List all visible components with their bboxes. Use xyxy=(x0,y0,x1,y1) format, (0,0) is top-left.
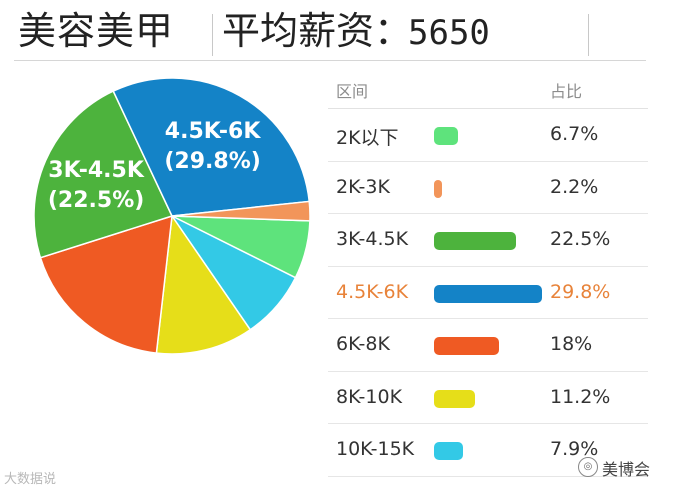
table-row: 8K-10K 11.2% xyxy=(328,372,648,424)
row-percent: 22.5% xyxy=(550,228,611,250)
table-row: 2K-3K 2.2% xyxy=(328,162,648,214)
table-row: 4.5K-6K 29.8% xyxy=(328,267,648,319)
industry-title: 美容美甲 xyxy=(18,9,175,53)
row-bar xyxy=(434,179,442,198)
distribution-table: 区间 占比 2K以下 6.7% 2K-3K 2.2% 3K-4.5K 22.5% 4.5K-… xyxy=(328,68,648,477)
row-interval: 4.5K-6K xyxy=(336,280,409,303)
average-salary-value: 5650 xyxy=(408,13,490,53)
row-interval: 10K-15K xyxy=(336,438,415,460)
slice-label-3K-4.5K-percent: (22.5%) xyxy=(48,188,144,213)
row-interval: 2K以下 xyxy=(336,127,399,149)
row-bar xyxy=(434,389,475,408)
watermark-right-text: 美博会 xyxy=(602,460,651,479)
row-bar xyxy=(434,232,516,250)
row-percent: 7.9% xyxy=(550,438,599,460)
header-divider xyxy=(212,14,213,56)
watermark-left: 大数据说 xyxy=(4,472,57,487)
row-bar xyxy=(434,337,500,355)
pie-slice-2K-3K xyxy=(171,200,311,222)
header-divider-right xyxy=(588,14,589,56)
row-percent: 2.2% xyxy=(550,175,599,198)
row-percent: 6.7% xyxy=(550,123,599,145)
slice-label-4.5K-6K-name: 4.5K-6K xyxy=(165,119,262,144)
row-percent: 29.8% xyxy=(550,280,611,303)
pie-chart: 4.5K-6K (29.8%) 3K-4.5K (22.5%) xyxy=(33,77,311,355)
table-header: 区间 占比 xyxy=(328,68,648,109)
row-bar xyxy=(434,127,459,145)
row-interval: 2K-3K xyxy=(336,175,390,198)
row-bar xyxy=(434,284,542,303)
row-interval: 8K-10K xyxy=(336,385,403,408)
column-header-share: 占比 xyxy=(550,82,583,101)
row-percent: 18% xyxy=(550,333,593,355)
row-interval: 3K-4.5K xyxy=(336,228,409,250)
pie-slice-4.5K-6K xyxy=(112,77,311,217)
pie-slice-3K-4.5K xyxy=(33,90,174,259)
row-bar xyxy=(434,442,463,460)
average-salary-label: 平均薪资： xyxy=(222,9,413,53)
row-interval: 6K-8K xyxy=(336,333,390,355)
wechat-icon: ◎ xyxy=(578,457,598,477)
table-row: 6K-8K 18% xyxy=(328,319,648,372)
table-row: 10K-15K 7.9% xyxy=(328,424,648,477)
table-body: 2K以下 6.7% 2K-3K 2.2% 3K-4.5K 22.5% 4.5K-6K 29.8… xyxy=(328,109,648,477)
row-percent: 11.2% xyxy=(550,385,611,408)
pie-slice-8K-10K xyxy=(155,213,252,355)
table-row: 3K-4.5K 22.5% xyxy=(328,214,648,267)
slice-label-3K-4.5K-name: 3K-4.5K xyxy=(48,158,145,183)
header-rule xyxy=(14,60,646,61)
column-header-interval: 区间 xyxy=(336,82,369,101)
pie-slice-6K-8K xyxy=(39,214,173,354)
table-row: 2K以下 6.7% xyxy=(328,109,648,162)
header: 美容美甲 平均薪资： 5650 xyxy=(0,0,680,62)
slice-label-4.5K-6K-percent: (29.8%) xyxy=(164,149,260,174)
